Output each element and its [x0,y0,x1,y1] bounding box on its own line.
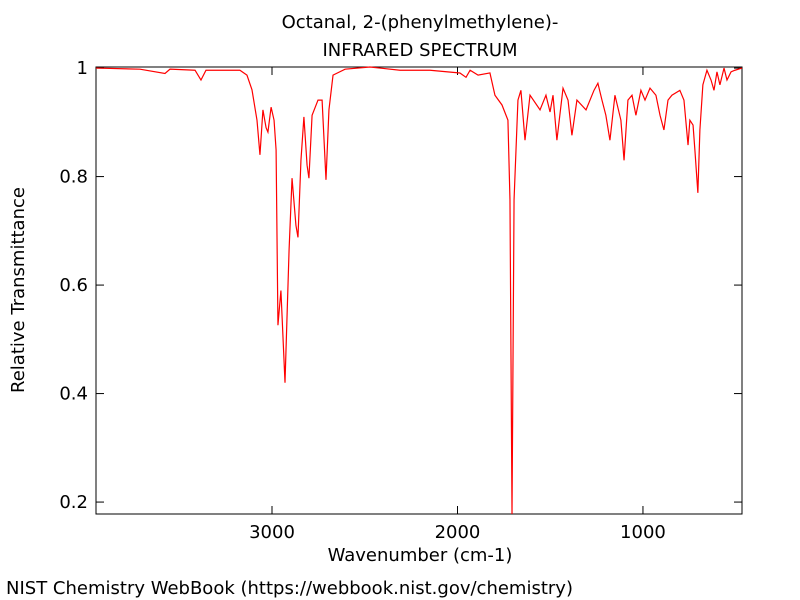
y-tick-label: 0.2 [59,492,88,513]
y-tick-label: 0.8 [59,167,88,188]
chart-title: Octanal, 2-(phenylmethylene)- [282,12,559,33]
x-tick-label: 2000 [435,522,481,543]
x-tick-label: 3000 [249,522,295,543]
footer: NIST Chemistry WebBook (https://webbook.… [6,578,573,599]
x-axis-label: Wavenumber (cm-1) [328,545,513,566]
y-tick-label: 0.6 [59,275,88,296]
spectrum-line [95,66,743,515]
chart-subtitle: INFRARED SPECTRUM [322,40,517,61]
y-tick-label: 0.4 [59,384,88,405]
y-tick-label: 1 [77,58,88,79]
y-axis-label: Relative Transmittance [8,187,29,393]
plot-frame [95,66,743,515]
x-tick-label: 1000 [620,522,666,543]
